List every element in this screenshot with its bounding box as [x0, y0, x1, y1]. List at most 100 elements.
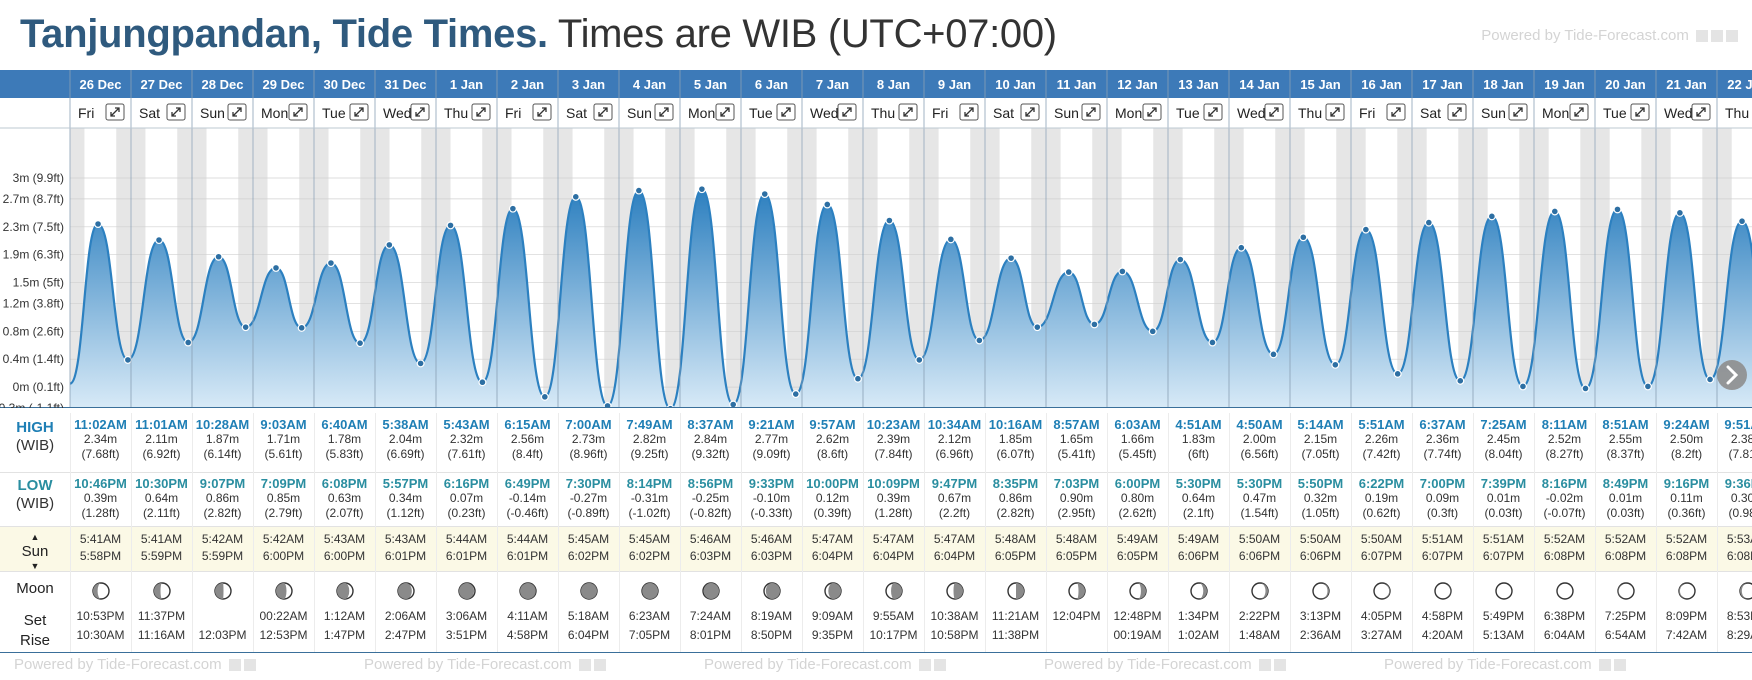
high-tide-meters: 2.62m [815, 432, 850, 446]
night-shade [603, 128, 619, 408]
high-tide-cell: 4:51AM 1.83m (6ft) [1168, 417, 1229, 462]
high-tide-point [1064, 268, 1073, 277]
expand-day-button[interactable] [166, 103, 186, 121]
expand-day-button[interactable] [410, 103, 430, 121]
high-tide-time: 5:51AM [1358, 417, 1405, 432]
high-label: HIGH (WIB) [0, 419, 70, 455]
expand-day-button[interactable] [837, 103, 857, 121]
expand-day-button[interactable] [227, 103, 247, 121]
expand-day-button[interactable] [776, 103, 796, 121]
moonset-time: 7:24AM [689, 609, 732, 623]
high-tide-meters: 1.85m [998, 432, 1033, 446]
expand-day-button[interactable] [593, 103, 613, 121]
high-tide-time: 6:40AM [321, 417, 368, 432]
low-tide-point [1581, 384, 1590, 393]
moon-phase-icon [762, 582, 781, 600]
expand-day-button[interactable] [349, 103, 369, 121]
moonrise-time: 10:58PM [930, 628, 979, 642]
high-tide-meters: 2.82m [632, 432, 667, 446]
expand-day-button[interactable] [1569, 103, 1589, 121]
low-tide-cell: 7:09PM 0.85m (2.79ft) [253, 476, 314, 521]
sunrise-time: 5:51AM [1482, 532, 1525, 546]
expand-day-button[interactable] [959, 103, 979, 121]
low-tide-meters: -0.31m [630, 491, 669, 505]
moon-phase-icon [1433, 582, 1452, 600]
expand-day-button[interactable] [532, 103, 552, 121]
high-tide-time: 4:50AM [1236, 417, 1283, 432]
expand-day-button[interactable] [1020, 103, 1040, 121]
low-tide-time: 9:47PM [931, 476, 978, 491]
low-tide-cell: 6:08PM 0.63m (2.07ft) [314, 476, 375, 521]
high-tide-feet: (7.05ft) [1301, 447, 1340, 461]
expand-day-button[interactable] [105, 103, 125, 121]
expand-day-button[interactable] [1508, 103, 1528, 121]
low-label-tz: (WIB) [15, 495, 55, 512]
low-tide-time: 8:35PM [992, 476, 1039, 491]
expand-day-button[interactable] [471, 103, 491, 121]
sunrise-time: 5:41AM [79, 532, 122, 546]
moonset-time: 9:09AM [811, 609, 854, 623]
moonset-time: 11:21AM [991, 609, 1040, 623]
low-tide-point [1706, 375, 1715, 384]
high-tide-time: 10:28AM [195, 417, 250, 432]
expand-day-button[interactable] [1325, 103, 1345, 121]
high-tide-time: 10:23AM [866, 417, 921, 432]
night-shade [908, 128, 924, 408]
date-header: 1 Jan [450, 77, 483, 92]
watermark-logo-icon [1258, 659, 1271, 672]
sunrise-time: 5:45AM [567, 532, 610, 546]
high-tide-time: 9:57AM [809, 417, 856, 432]
high-tide-cell: 5:51AM 2.26m (7.42ft) [1351, 417, 1412, 462]
low-tide-time: 7:03PM [1053, 476, 1100, 491]
expand-day-button[interactable] [654, 103, 674, 121]
expand-day-button[interactable] [1386, 103, 1406, 121]
sun-times-cell: 5:41AM 5:59PM [131, 531, 192, 565]
watermark-logo-icon [593, 659, 606, 672]
expand-day-button[interactable] [1203, 103, 1223, 121]
date-header: 28 Dec [202, 77, 244, 92]
row-divider [0, 652, 1752, 653]
moon-cell: 4:05PM 3:27AM [1351, 573, 1412, 645]
low-tide-cell: 9:07PM 0.86m (2.82ft) [192, 476, 253, 521]
expand-day-button[interactable] [1630, 103, 1650, 121]
high-tide-meters: 1.66m [1120, 432, 1155, 446]
expand-day-button[interactable] [898, 103, 918, 121]
y-tick-label: -0.3m (-1.1ft) [0, 401, 64, 408]
moonset-time: 4:11AM [507, 609, 548, 623]
high-tide-feet: (6.14ft) [203, 447, 242, 461]
expand-day-button[interactable] [715, 103, 735, 121]
moonrise-time: 1:48AM [1238, 628, 1281, 642]
column-divider [863, 413, 864, 652]
next-period-button[interactable] [1717, 360, 1747, 390]
expand-day-button[interactable] [1081, 103, 1101, 121]
moonrise-time: 6:04AM [1543, 628, 1586, 642]
expand-day-button[interactable] [288, 103, 308, 121]
sunset-time: 6:01PM [384, 549, 427, 563]
expand-icon [1330, 107, 1340, 117]
high-tide-point [697, 185, 706, 194]
expand-day-button[interactable] [1447, 103, 1467, 121]
weekday-label: Sun [200, 105, 225, 121]
high-tide-cell: 6:15AM 2.56m (8.4ft) [497, 417, 558, 462]
date-header: 27 Dec [141, 77, 183, 92]
moonset-time: 6:23AM [628, 609, 671, 623]
moon-phase-icon [884, 582, 903, 600]
expand-icon [1452, 107, 1462, 117]
expand-day-button[interactable] [1691, 103, 1711, 121]
sunrise-time: 5:52AM [1665, 532, 1708, 546]
moon-cell: 11:37PM 11:16AM [131, 573, 192, 645]
low-tide-time: 8:14PM [626, 476, 673, 491]
moonset-time: 1:34PM [1177, 609, 1220, 623]
expand-icon [1696, 107, 1706, 117]
expand-day-button[interactable] [1142, 103, 1162, 121]
column-divider [619, 413, 620, 652]
low-label: LOW (WIB) [0, 477, 70, 513]
watermark-logo-icon [1696, 30, 1708, 43]
sun-label-text: Sun [21, 543, 49, 560]
high-tide-cell: 8:57AM 1.65m (5.41ft) [1046, 417, 1107, 462]
moon-cell: 6:38PM 6:04AM [1534, 573, 1595, 645]
date-header: 13 Jan [1178, 77, 1219, 92]
weekday-label: Fri [1359, 105, 1375, 121]
expand-day-button[interactable] [1264, 103, 1284, 121]
sunset-time: 5:59PM [140, 549, 183, 563]
